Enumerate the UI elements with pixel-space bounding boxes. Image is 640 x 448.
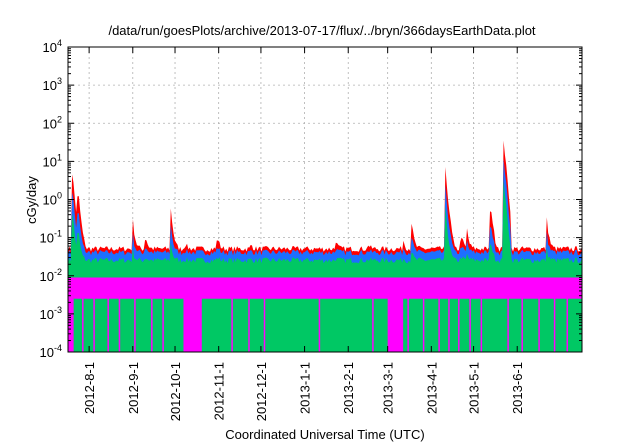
x-tick-label: 2012-12-1	[254, 362, 269, 421]
series-green-area	[68, 180, 582, 352]
series-magenta-band	[68, 277, 582, 299]
plot-area	[68, 140, 582, 352]
magenta-dropout	[93, 277, 95, 352]
magenta-dropout	[553, 277, 556, 352]
x-axis-label: Coordinated Universal Time (UTC)	[225, 427, 424, 442]
magenta-dropout	[566, 277, 569, 352]
plot-frame	[67, 46, 583, 353]
y-tick-label: 102	[43, 114, 62, 131]
y-tick-label: 100	[43, 191, 62, 208]
magenta-dropout	[151, 277, 153, 352]
y-tick-label: 10-1	[40, 229, 62, 246]
x-tick-label: 2013-6-1	[510, 362, 525, 414]
magenta-dropout	[538, 277, 540, 352]
magenta-dropout	[521, 277, 523, 352]
magenta-dropout	[231, 277, 233, 352]
magenta-dropout	[372, 277, 374, 352]
magenta-dropout	[407, 277, 409, 352]
chart-title: /data/run/goesPlots/archive/2013-07-17/f…	[108, 23, 535, 38]
x-tick-label: 2013-1-1	[298, 362, 313, 414]
magenta-dropout	[387, 277, 404, 352]
x-tick-label: 2012-10-1	[168, 362, 183, 421]
y-tick-label: 10-3	[40, 305, 62, 322]
x-tick-label: 2012-8-1	[82, 362, 97, 414]
y-tick-label: 101	[43, 152, 62, 169]
magenta-dropout	[480, 277, 483, 352]
axis-ticks: 10-4 10-3 10-2 10-1 100 101 102 103 104 2012-8-1 2…	[40, 38, 582, 421]
magenta-dropout	[107, 277, 109, 352]
y-tick-label: 103	[43, 76, 62, 93]
magenta-dropout	[448, 277, 450, 352]
x-tick-label: 2013-4-1	[424, 362, 439, 414]
magenta-dropout	[82, 277, 84, 352]
x-tick-label: 2012-9-1	[126, 362, 141, 414]
magenta-dropout	[318, 277, 321, 352]
magenta-dropout	[68, 277, 74, 352]
x-tick-label: 2012-11-1	[212, 362, 227, 420]
x-tick-label: 2013-2-1	[341, 362, 356, 414]
magenta-dropout	[162, 277, 164, 352]
y-tick-label: 10-2	[40, 267, 62, 284]
magenta-dropout	[507, 277, 509, 352]
y-tick-label: 104	[43, 38, 62, 55]
magenta-dropout	[118, 277, 121, 352]
magenta-dropout	[183, 277, 202, 352]
x-tick-label: 2013-5-1	[467, 362, 482, 414]
magenta-dropout	[422, 277, 425, 352]
magenta-dropout	[469, 277, 471, 352]
magenta-dropout	[263, 277, 266, 352]
y-tick-label: 10-4	[40, 343, 62, 360]
y-axis-label: cGy/day	[24, 176, 39, 224]
magenta-dropout	[438, 277, 440, 352]
x-tick-label: 2013-3-1	[381, 362, 396, 414]
magenta-dropout	[134, 277, 136, 352]
magenta-dropout	[458, 277, 460, 352]
magenta-dropout	[248, 277, 250, 352]
